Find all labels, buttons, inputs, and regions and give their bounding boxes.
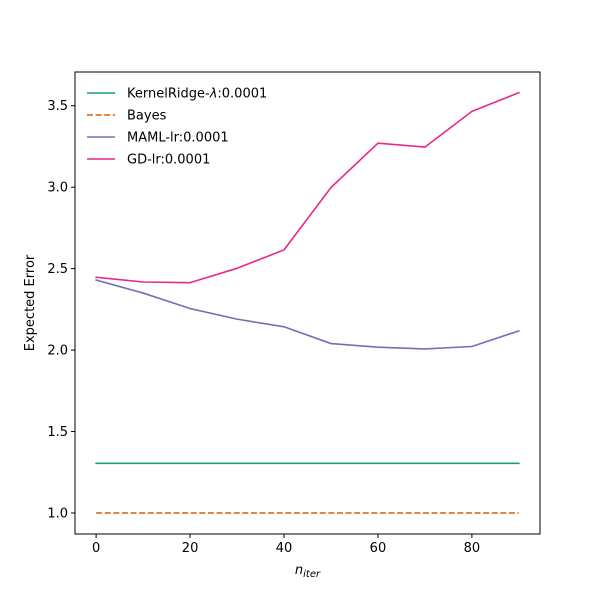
y-tick-label: 3.0 xyxy=(47,181,68,196)
x-axis-label: niter xyxy=(295,563,321,580)
y-axis-label: Expected Error xyxy=(23,254,38,351)
x-tick-label: 80 xyxy=(464,541,481,556)
x-axis: 0 20 40 60 80 xyxy=(92,534,480,556)
series-layer xyxy=(95,91,520,514)
y-tick-label: 1.0 xyxy=(47,506,68,521)
legend-label-maml-lr-0-0001: MAML-lr:0.0001 xyxy=(127,131,229,146)
y-tick-label: 1.5 xyxy=(47,425,68,440)
legend-label-suffix: :0.0001 xyxy=(217,87,267,102)
x-axis-label-subscript: iter xyxy=(303,569,321,580)
series-line-maml-lr-0-0001 xyxy=(95,279,520,350)
y-tick-label: 3.5 xyxy=(47,99,68,114)
x-tick-label: 40 xyxy=(276,541,293,556)
x-tick-label: 60 xyxy=(370,541,387,556)
y-tick-label: 2.0 xyxy=(47,344,68,359)
plot-area-frame xyxy=(74,71,541,535)
x-tick-label: 0 xyxy=(92,541,100,556)
x-tick-label: 20 xyxy=(182,541,199,556)
legend-label-symbol: λ xyxy=(209,87,218,102)
legend-label-prefix: KernelRidge- xyxy=(127,87,210,102)
legend-label-kernelridge-0-0001: KernelRidge-λ:0.0001 xyxy=(127,87,267,102)
legend-label-gd-lr-0-0001: GD-lr:0.0001 xyxy=(127,153,210,168)
y-tick-label: 2.5 xyxy=(47,262,68,277)
legend-label-bayes: Bayes xyxy=(127,109,167,124)
series-line-gd-lr-0-0001 xyxy=(95,91,520,284)
x-axis-label-base: n xyxy=(295,563,303,578)
y-axis: 1.0 1.5 2.0 2.5 3.0 3.5 xyxy=(47,99,75,521)
legend: KernelRidge-λ:0.0001 Bayes MAML-lr:0.0001 G… xyxy=(87,87,267,168)
